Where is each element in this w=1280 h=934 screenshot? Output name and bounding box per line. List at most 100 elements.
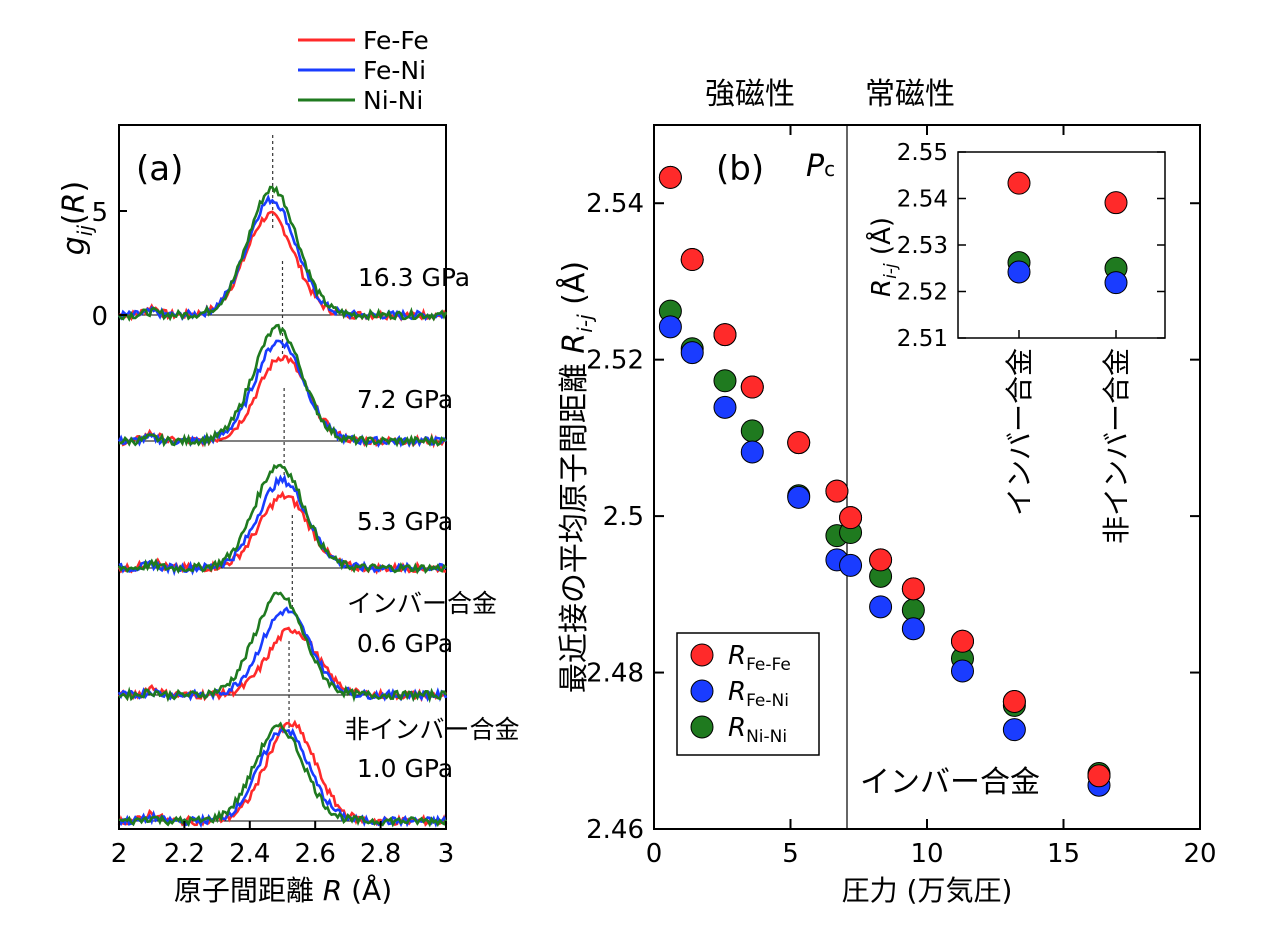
inset-point-fe-ni <box>1104 271 1128 295</box>
curve-ni-ni <box>117 185 448 322</box>
curve-ni-ni <box>117 463 447 575</box>
legend-b: RFe-Fe RFe-Ni RNi-Ni <box>676 632 820 756</box>
curve-ni-ni <box>119 323 447 448</box>
y-tick-label-b: 2.52 <box>586 346 644 376</box>
inset-point-fe-fe <box>1007 171 1031 195</box>
point-fe-ni <box>658 315 682 339</box>
y-label-paren-open: ( <box>57 213 92 225</box>
point-fe-ni <box>787 485 811 509</box>
point-fe-ni <box>740 440 764 464</box>
pc-var: P <box>806 149 825 184</box>
point-fe-fe <box>839 506 863 530</box>
x-tick-label: 3 <box>438 839 455 869</box>
rdf-curves <box>117 185 448 829</box>
curve-ni-ni <box>118 591 448 704</box>
curve-label-noninvar: 非インバー合金 <box>344 715 519 744</box>
axis-ticks-b: 0 5 10 15 20 2.46 2.48 2.5 2.52 2.54 <box>586 125 1217 869</box>
y-axis-label-b: 最近接の平均原子間距離 Ri-j (Å) <box>556 261 597 693</box>
y-tick-label-b: 2.48 <box>586 659 644 689</box>
point-ni-ni <box>740 419 764 443</box>
y-label-unit-b: (Å) <box>556 261 592 314</box>
legend-entry-fe-ni: RFe-Ni <box>728 677 789 711</box>
inset-frame <box>957 151 1166 339</box>
inset-category-noninvar: 非インバー合金 <box>1100 348 1133 544</box>
x-tick-label-b: 15 <box>1047 839 1080 869</box>
y-label-g: g <box>57 236 92 255</box>
panel-label-b: (b) <box>716 149 764 189</box>
legend-marker-fe-fe <box>690 643 714 667</box>
point-fe-ni <box>1002 718 1026 742</box>
inset-y-tick-label: 2.53 <box>897 233 948 259</box>
x-label-text-a: 原子間距離 <box>174 874 323 907</box>
annotation-invar: インバー合金 <box>860 765 1040 800</box>
point-fe-fe <box>1002 689 1026 713</box>
y-tick-5: 5 <box>91 198 108 228</box>
point-fe-fe <box>901 577 925 601</box>
legend-marker-ni-ni <box>690 715 714 739</box>
x-tick-label-b: 10 <box>910 839 943 869</box>
curve-label-invar: インバー合金 <box>347 589 497 618</box>
point-fe-ni <box>713 395 737 419</box>
x-axis-label-b: 圧力 (万気圧) <box>842 874 1013 907</box>
legend-a: Fe-Fe Fe-Ni Ni-Ni <box>298 26 429 115</box>
curve-label-5-3: 5.3 GPa <box>357 507 453 536</box>
y-tick-label-b: 2.46 <box>586 815 644 845</box>
inset-y-tick-label: 2.51 <box>897 326 948 352</box>
y-label-var-b: R <box>557 333 592 354</box>
point-fe-fe <box>869 548 893 572</box>
y-tick-label-b: 2.54 <box>586 189 644 219</box>
point-fe-fe <box>658 165 682 189</box>
legend-entry-ni-ni: RNi-Ni <box>728 713 787 747</box>
x-ticks-a: 2 2.2 2.4 2.6 2.8 3 <box>111 821 455 869</box>
point-fe-fe <box>713 323 737 347</box>
y-label-ij: ij <box>73 225 97 237</box>
curve-label-0-6: 0.6 GPa <box>357 629 453 658</box>
legend-label-fe-ni: Fe-Ni <box>363 56 426 85</box>
inset-category-invar: インバー合金 <box>1003 348 1036 516</box>
point-fe-fe <box>825 479 849 503</box>
x-tick-label: 2.8 <box>360 839 401 869</box>
legend-marker-fe-ni <box>690 679 714 703</box>
point-fe-fe <box>1087 764 1111 788</box>
x-label-unit-a: (Å) <box>342 873 392 907</box>
x-axis-label-a: 原子間距離 R (Å) <box>174 873 392 907</box>
inset-point-fe-ni <box>1007 260 1031 284</box>
region-ferromagnetic: 強磁性 <box>705 77 795 112</box>
point-fe-ni <box>680 341 704 365</box>
legend-label-fe-fe: Fe-Fe <box>363 26 429 55</box>
legend-entry-fe-fe: RFe-Fe <box>728 641 791 675</box>
x-tick-label: 2.2 <box>164 839 205 869</box>
inset: 2.51 2.52 2.53 2.54 2.55 Ri-j (Å) インバー合金 非イン… <box>865 140 1166 544</box>
inset-y-tick-label: 2.55 <box>897 140 948 166</box>
y-label-sub-b: i-j <box>573 314 597 333</box>
point-fe-ni <box>839 553 863 577</box>
panel-a: 2 2.2 2.4 2.6 2.8 3 (a) gij(R) 5 0 原子間距離 R (Å… <box>57 26 520 907</box>
point-fe-fe <box>787 431 811 455</box>
point-fe-fe <box>740 375 764 399</box>
point-fe-ni <box>869 595 893 619</box>
y-label-r: R <box>57 192 92 213</box>
point-fe-ni <box>901 617 925 641</box>
y-tick-0: 0 <box>91 302 108 332</box>
pc-label: Pc <box>806 149 835 184</box>
inset-y-tick-label: 2.52 <box>897 280 948 306</box>
point-fe-fe <box>680 248 704 272</box>
x-tick-label-b: 0 <box>646 839 663 869</box>
y-label-paren-close: ) <box>57 181 92 193</box>
x-tick-label: 2.4 <box>229 839 270 869</box>
pc-sub: c <box>824 157 835 181</box>
curve-label-16-3: 16.3 GPa <box>358 263 470 292</box>
x-tick-label-b: 5 <box>782 839 799 869</box>
region-paramagnetic: 常磁性 <box>865 77 955 112</box>
scatter-points <box>658 165 1111 797</box>
curve-ni-ni <box>118 721 448 828</box>
y-label-text-b: 最近接の平均原子間距離 <box>557 354 592 694</box>
x-label-var-a: R <box>323 874 342 907</box>
x-tick-label: 2.6 <box>295 839 336 869</box>
x-tick-label: 2 <box>111 839 128 869</box>
inset-points <box>1007 171 1128 295</box>
legend-label-ni-ni: Ni-Ni <box>363 86 423 115</box>
inset-point-fe-fe <box>1104 191 1128 215</box>
curve-label-1-0: 1.0 GPa <box>357 754 453 783</box>
point-fe-fe <box>950 629 974 653</box>
